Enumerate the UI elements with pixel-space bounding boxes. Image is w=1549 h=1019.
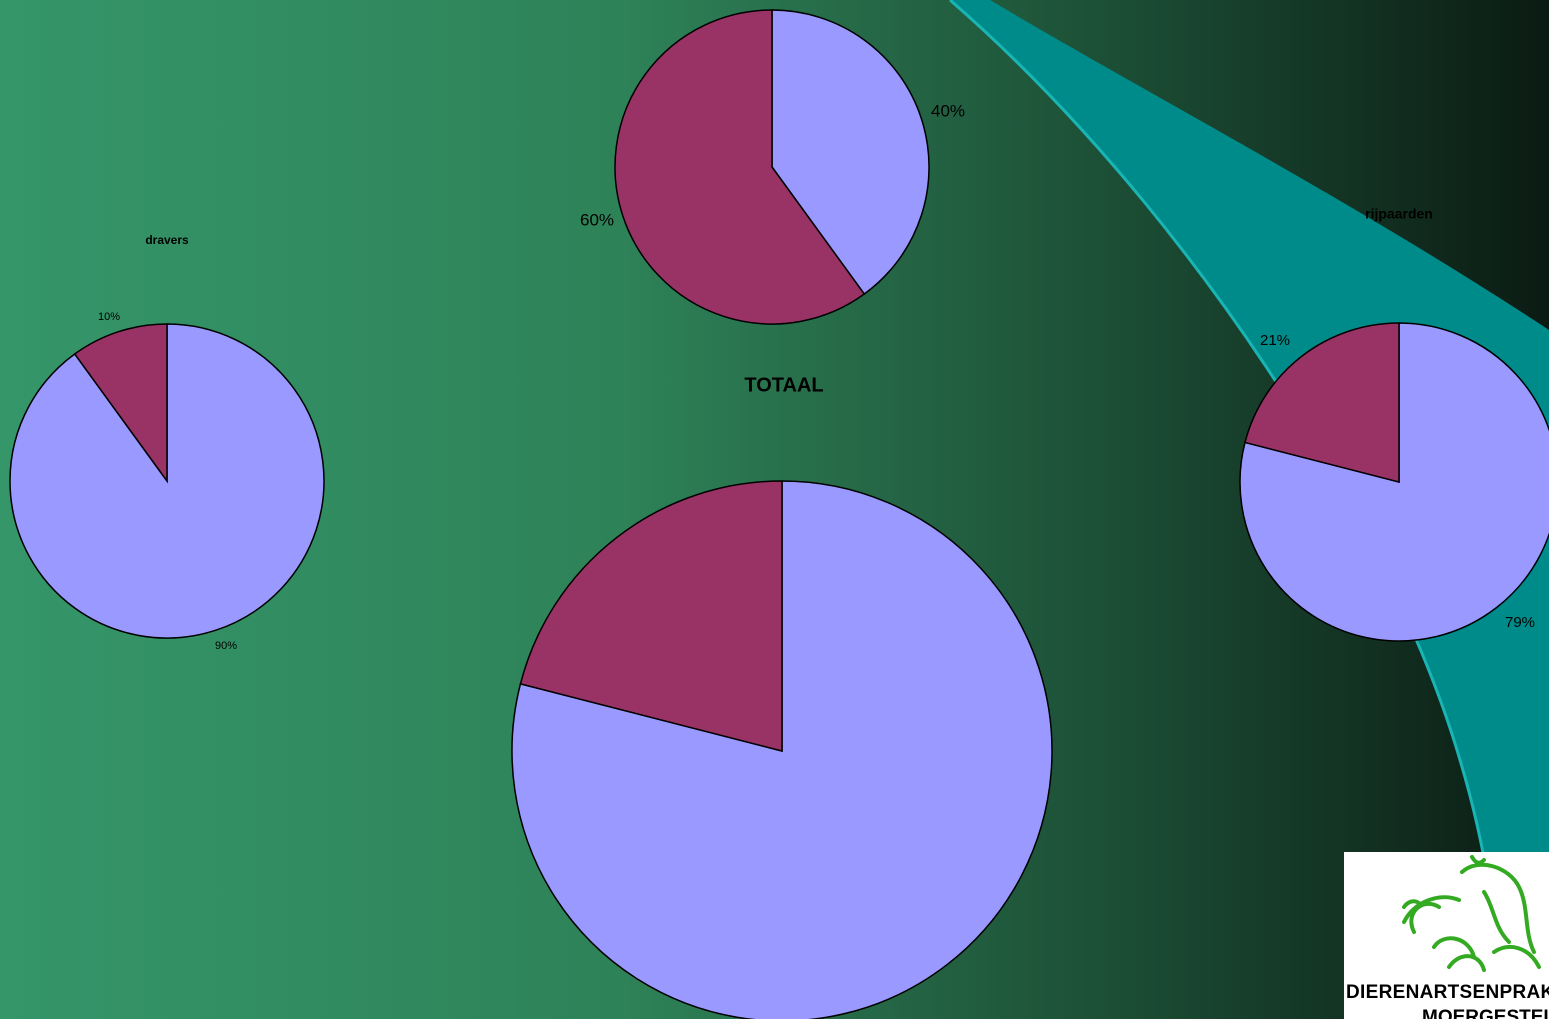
pie-chart-title: TOTAAL bbox=[744, 374, 823, 396]
pie-slice-b bbox=[519, 480, 783, 752]
pie-chart-title: dravers bbox=[145, 233, 189, 247]
logo-text-line2: MOERGESTEL bbox=[1422, 1007, 1549, 1019]
pie-slice-b bbox=[1244, 322, 1400, 483]
pie-slice-label: 60% bbox=[580, 210, 614, 229]
pie-slice-label: 10% bbox=[98, 311, 120, 323]
pie-slice-a bbox=[511, 480, 1053, 1019]
pie-chart-totaal: TOTAAL bbox=[511, 374, 1053, 1019]
pie-chart-dravers: 90% 10% dravers bbox=[9, 233, 325, 652]
pie-slice-label: 21% bbox=[1260, 332, 1290, 349]
pie-slice-b bbox=[73, 323, 168, 484]
pie-chart-title: rijpaarden bbox=[1365, 206, 1433, 222]
pie-slice-label: 79% bbox=[1505, 614, 1535, 631]
clinic-logo: DIERENARTSENPRAKTIJK MOERGESTEL bbox=[1344, 852, 1549, 1019]
pie-slice-label: 40% bbox=[931, 101, 965, 120]
logo-text-line1: DIERENARTSENPRAKTIJK bbox=[1346, 982, 1549, 1003]
pie-slice-a bbox=[1239, 322, 1549, 642]
pie-chart-top: 40% 60% bbox=[580, 9, 965, 325]
pie-slice-label: 90% bbox=[215, 640, 237, 652]
pie-slice-b bbox=[614, 9, 866, 325]
animals-logo-icon bbox=[1402, 855, 1541, 972]
pie-slice-a bbox=[771, 9, 930, 296]
pie-chart-rijpaarden: 79% 21% rijpaarden bbox=[1239, 206, 1549, 642]
